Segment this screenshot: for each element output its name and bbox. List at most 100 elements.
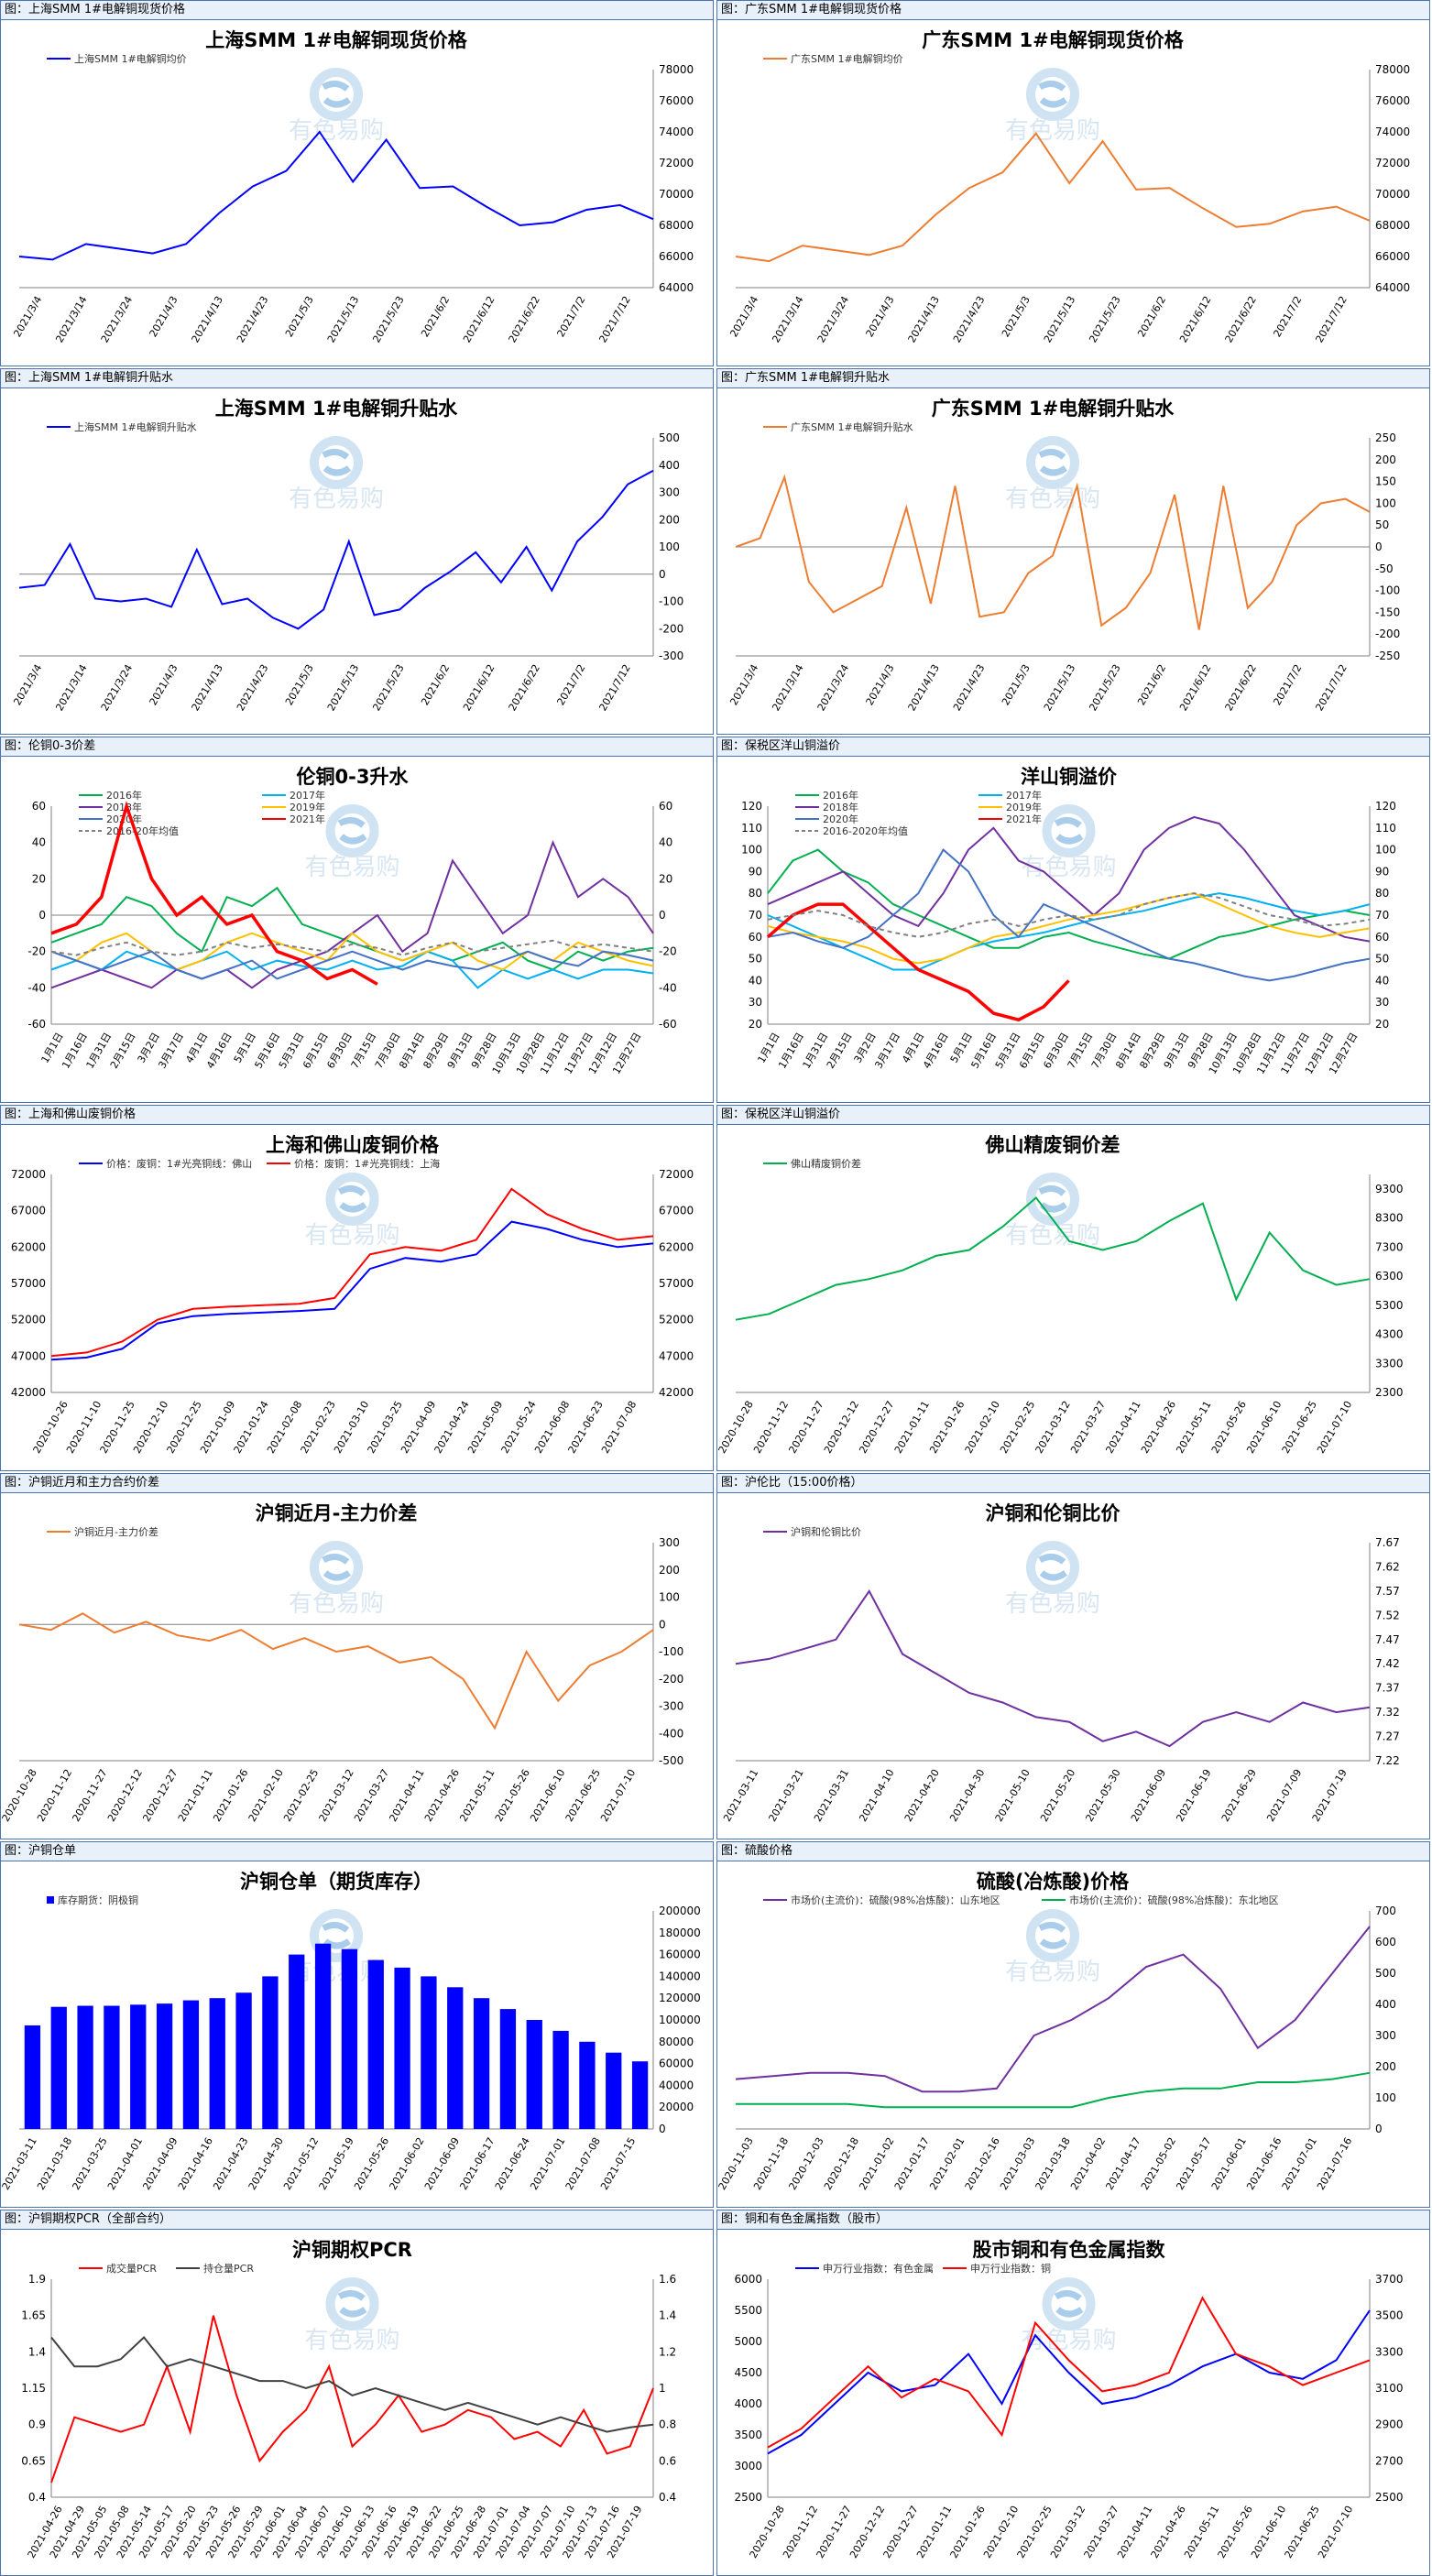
legend-entry: 库存期货：阴极铜 <box>47 1894 138 1906</box>
x-tick-label: 2021-05-11 <box>1174 1399 1213 1456</box>
y-tick-label: 47000 <box>659 1349 694 1362</box>
y-tick-label: 0 <box>1375 2123 1383 2135</box>
y-tick-label: 78000 <box>1375 63 1410 76</box>
x-tick-label: 2021-04-17 <box>1103 2135 1142 2192</box>
x-tick-label: 2021-05-17 <box>1174 2135 1213 2192</box>
y-tick-label: 0 <box>659 1618 666 1631</box>
x-tick-label: 2021-03-12 <box>1048 2504 1088 2560</box>
chart-panel: 图：广东SMM 1#电解铜升贴水 有色易购 广东SMM 1#电解铜升贴水 -250 -2… <box>716 368 1430 735</box>
svg-text:沪铜和伦铜比价: 沪铜和伦铜比价 <box>791 1525 861 1538</box>
chart-svg: 有色易购佛山精废铜价差23003300430053006300730083009… <box>717 1134 1404 1456</box>
series-line <box>735 1926 1371 2093</box>
series-line <box>50 950 654 980</box>
bar <box>156 2003 173 2129</box>
x-tick-label: 2021/7/2 <box>554 294 587 339</box>
x-tick-label: 2021/3/14 <box>53 662 89 713</box>
panel-header: 图：广东SMM 1#电解铜现货价格 <box>717 1 1429 20</box>
y-tick-label: 90 <box>1375 865 1389 878</box>
x-tick-label: 2021-04-01 <box>105 2135 145 2192</box>
svg-text:2018年: 2018年 <box>106 801 142 813</box>
y-tick-label: 20 <box>749 1018 762 1031</box>
y-tick-label: 40000 <box>659 2079 694 2091</box>
y-tick-label: 62000 <box>659 1240 694 1253</box>
series-line <box>767 2309 1371 2455</box>
x-tick-label: 2021-06-25 <box>1280 1399 1319 1456</box>
y-tick-label: -60 <box>659 1018 677 1031</box>
legend-entry: 2016年 <box>795 789 858 802</box>
y-tick-label: 50 <box>749 953 762 966</box>
panel-header: 图：沪伦比（15:00价格） <box>717 1474 1429 1493</box>
x-tick-label: 2020-11-18 <box>751 2135 791 2192</box>
x-tick-label: 2021/4/23 <box>951 662 987 713</box>
watermark-logo <box>1026 1541 1079 1594</box>
x-tick-label: 2021-05-10 <box>993 1767 1033 1824</box>
series-line <box>50 939 654 956</box>
chart-title: 上海SMM 1#电解铜升贴水 <box>215 398 458 420</box>
y-tick-label: -100 <box>659 1645 683 1658</box>
y-tick-label: -500 <box>659 1754 683 1767</box>
y-tick-label: 0 <box>659 568 666 581</box>
watermark-text: 有色易购 <box>1021 854 1116 881</box>
y-tick-label: 20 <box>32 872 46 885</box>
x-tick-label: 2021-04-26 <box>422 1767 462 1824</box>
x-tick-label: 2021-06-23 <box>566 1399 606 1456</box>
y-tick-label: 67000 <box>11 1205 46 1217</box>
watermark-logo <box>325 804 379 857</box>
x-tick-label: 2021-06-08 <box>532 1399 572 1456</box>
x-tick-label: 2021-07-19 <box>1310 1767 1350 1824</box>
panel-header: 图：铜和有色金属指数（股市） <box>717 2210 1429 2230</box>
y2-tick-label: 3700 <box>1375 2273 1404 2286</box>
series-line <box>767 815 1371 943</box>
y-tick-label: 60000 <box>659 2058 694 2070</box>
y-tick-label: -40 <box>27 981 46 994</box>
y-tick-label: 70000 <box>659 188 694 201</box>
x-tick-label: 2021-04-26 <box>1139 1399 1178 1456</box>
chart-panel: 图：铜和有色金属指数（股市） 有色易购 股市铜和有色金属指数 2500 3000 3500… <box>716 2210 1430 2576</box>
watermark-text: 有色易购 <box>1005 1590 1100 1618</box>
y-tick-label: 6000 <box>734 2273 762 2286</box>
y-tick-label: 100 <box>1375 2091 1396 2104</box>
x-tick-label: 2021/6/22 <box>507 662 542 713</box>
x-tick-label: 2020-12-12 <box>822 1399 861 1456</box>
y-tick-label: 60 <box>1375 931 1389 944</box>
x-tick-label: 2021-06-19 <box>1174 1767 1213 1824</box>
x-tick-label: 2021-03-27 <box>352 1767 391 1824</box>
x-tick-label: 2021-05-26 <box>493 1767 532 1824</box>
x-tick-label: 2020-12-03 <box>786 2135 825 2192</box>
x-tick-label: 2020-12-18 <box>822 2135 861 2192</box>
y-tick-label: 30 <box>1375 996 1389 1009</box>
y-tick-label: 200 <box>1375 453 1396 466</box>
chart-panel: 图：保税区洋山铜溢价 有色易购 佛山精废铜价差 2300 3300 4300 5300 630… <box>716 1105 1430 1471</box>
y-tick-label: 42000 <box>659 1386 694 1399</box>
svg-text:广东SMM 1#电解铜均价: 广东SMM 1#电解铜均价 <box>791 52 903 65</box>
y2-tick-label: 1.6 <box>659 2273 676 2286</box>
svg-text:成交量PCR: 成交量PCR <box>106 2262 157 2275</box>
x-tick-label: 2020-12-10 <box>131 1399 170 1456</box>
legend-entry: 市场价(主流价)：硫酸(98%冶炼酸)：东北地区 <box>1042 1894 1279 1906</box>
watermark-logo <box>325 1173 379 1226</box>
y-tick-label: -40 <box>659 981 677 994</box>
y2-tick-label: 1 <box>659 2382 666 2395</box>
x-tick-label: 2021-06-09 <box>1129 1767 1168 1824</box>
series-line <box>767 892 1371 971</box>
panel-header: 图：上海SMM 1#电解铜升贴水 <box>1 369 713 388</box>
x-tick-label: 2021-07-01 <box>1280 2135 1319 2192</box>
x-tick-label: 2021-03-18 <box>1033 2135 1073 2192</box>
x-tick-label: 2020-11-25 <box>98 1399 137 1456</box>
panel-header: 图：上海和佛山废铜价格 <box>1 1106 713 1125</box>
y-tick-label: 72000 <box>659 157 694 169</box>
chart-svg: 有色易购 广东SMM 1#电解铜现货价格 64000 66000 68000 70000 7… <box>727 29 1410 344</box>
bar <box>77 2005 93 2129</box>
x-tick-label: 2021-04-30 <box>947 1767 987 1824</box>
chart-svg: 有色易购 伦铜0-3升水 -60 -60 -40 -40 -20 -20 0 0 20 20 40 40 6… <box>27 766 677 1076</box>
x-tick-label: 2020-10-28 <box>748 2504 787 2560</box>
y-tick-label: 76000 <box>1375 94 1410 107</box>
panel-header: 图：沪铜仓单 <box>1 1842 713 1861</box>
chart-panel: 图：上海SMM 1#电解铜升贴水 有色易购 上海SMM 1#电解铜升贴水 -300 -2… <box>0 368 714 735</box>
y2-tick-label: 2500 <box>1375 2491 1404 2504</box>
x-tick-label: 2021-07-10 <box>1315 1399 1354 1456</box>
x-tick-label: 2021-04-20 <box>902 1767 942 1824</box>
bar <box>341 1948 358 2129</box>
y-tick-label: 50 <box>1375 953 1389 966</box>
